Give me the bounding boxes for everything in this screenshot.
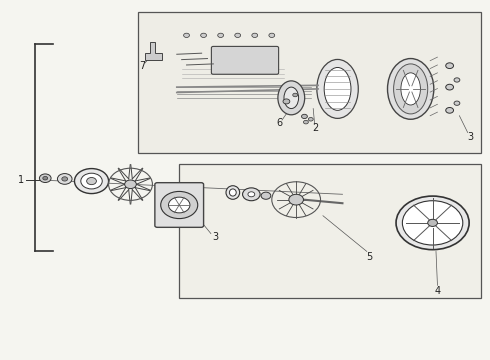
Circle shape xyxy=(248,192,255,197)
Circle shape xyxy=(87,177,97,185)
Text: 4: 4 xyxy=(435,286,441,296)
Text: 3: 3 xyxy=(213,232,219,242)
Circle shape xyxy=(283,99,290,104)
Ellipse shape xyxy=(388,59,434,119)
Circle shape xyxy=(124,180,136,189)
Text: 6: 6 xyxy=(276,118,282,128)
Circle shape xyxy=(74,168,109,194)
Circle shape xyxy=(289,194,303,205)
Circle shape xyxy=(446,63,454,68)
Polygon shape xyxy=(145,42,162,60)
Ellipse shape xyxy=(324,67,351,111)
Text: 3: 3 xyxy=(467,132,473,142)
Ellipse shape xyxy=(284,87,298,109)
Circle shape xyxy=(261,192,271,199)
Text: 7: 7 xyxy=(140,61,146,71)
Circle shape xyxy=(57,174,72,184)
Circle shape xyxy=(39,174,51,183)
Text: 2: 2 xyxy=(313,123,319,133)
Ellipse shape xyxy=(226,186,240,199)
Polygon shape xyxy=(179,164,481,298)
Circle shape xyxy=(293,93,297,97)
Circle shape xyxy=(252,33,258,37)
Text: 1: 1 xyxy=(18,175,24,185)
FancyBboxPatch shape xyxy=(211,46,279,74)
Circle shape xyxy=(81,173,102,189)
Circle shape xyxy=(303,120,308,124)
Polygon shape xyxy=(138,12,481,153)
Circle shape xyxy=(308,117,313,121)
Circle shape xyxy=(62,177,68,181)
Circle shape xyxy=(218,33,223,37)
Circle shape xyxy=(446,84,454,90)
FancyBboxPatch shape xyxy=(155,183,203,227)
Circle shape xyxy=(428,219,438,226)
Circle shape xyxy=(184,33,190,37)
Circle shape xyxy=(396,196,469,249)
Circle shape xyxy=(301,114,307,118)
Circle shape xyxy=(235,33,241,37)
Ellipse shape xyxy=(401,73,420,105)
Circle shape xyxy=(43,176,48,180)
Ellipse shape xyxy=(229,189,236,196)
Ellipse shape xyxy=(393,64,428,114)
Ellipse shape xyxy=(317,59,358,118)
Ellipse shape xyxy=(278,81,305,115)
Circle shape xyxy=(454,78,460,82)
Circle shape xyxy=(161,192,198,219)
Text: 5: 5 xyxy=(366,252,372,262)
Circle shape xyxy=(269,33,275,37)
Circle shape xyxy=(402,201,463,245)
Circle shape xyxy=(243,188,260,201)
Circle shape xyxy=(454,101,460,105)
Circle shape xyxy=(201,33,206,37)
Circle shape xyxy=(446,108,454,113)
Circle shape xyxy=(169,197,190,213)
